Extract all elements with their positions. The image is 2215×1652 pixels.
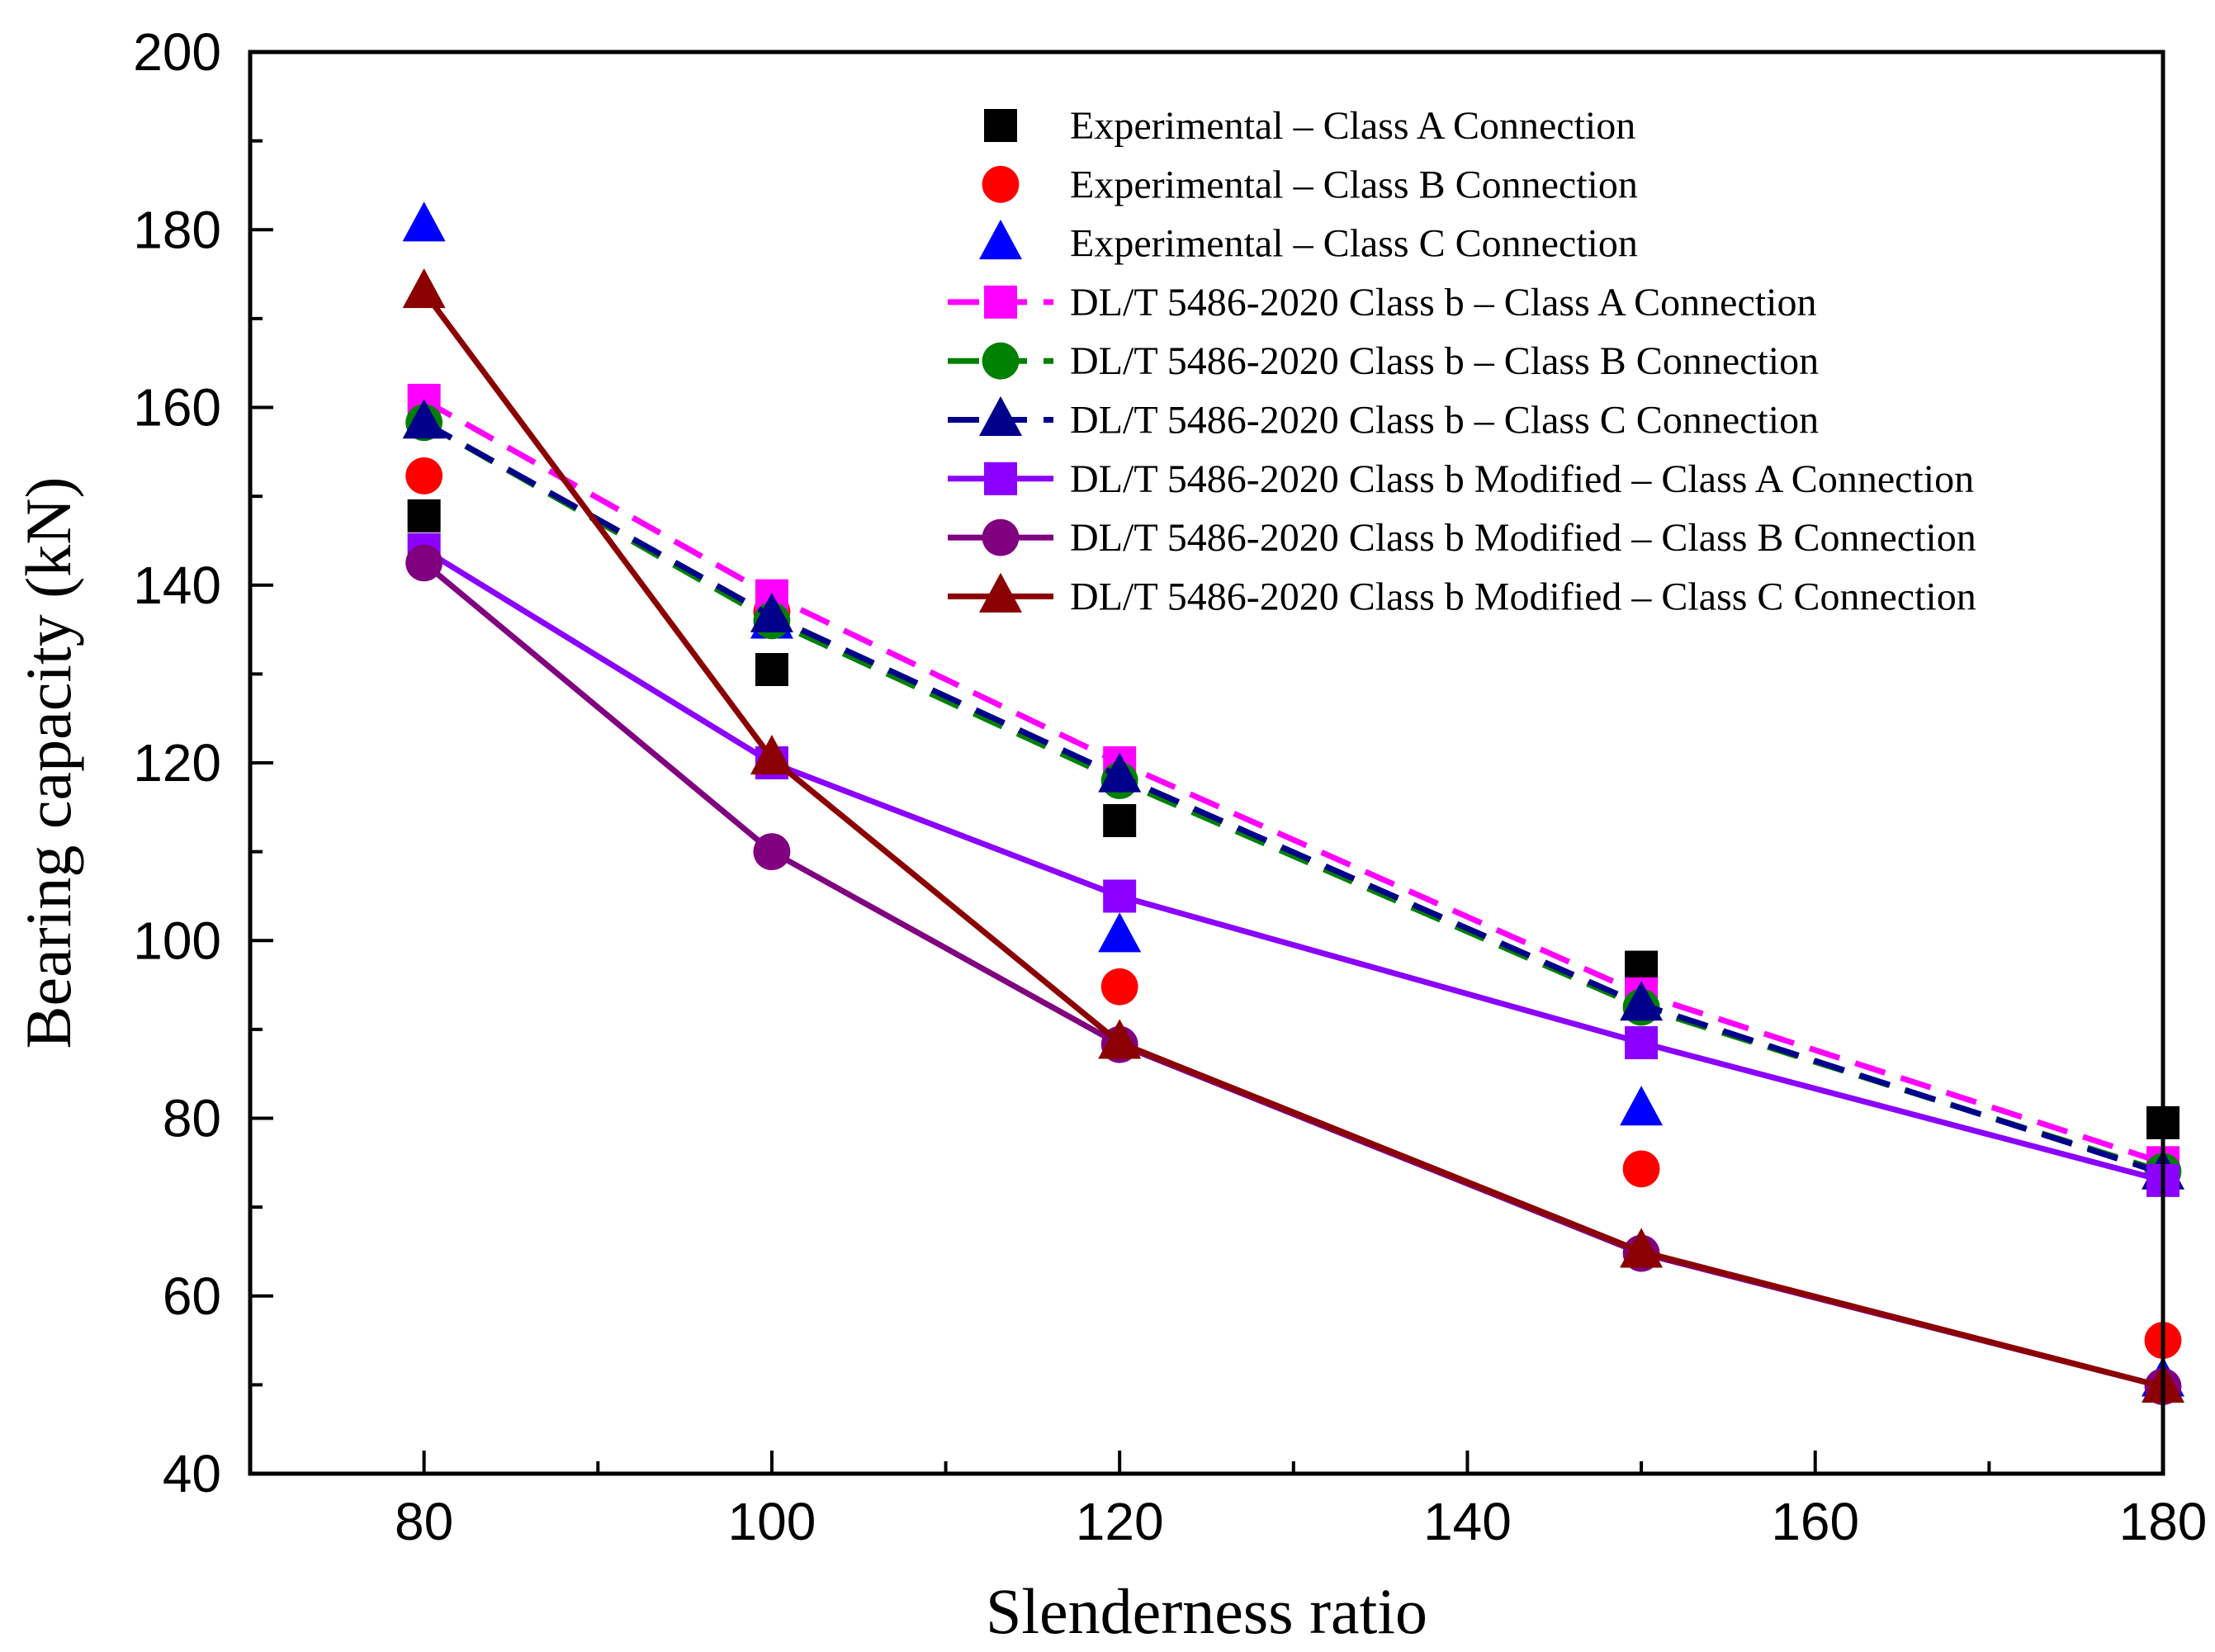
data-point [1625, 1026, 1659, 1060]
legend-label: Experimental – Class B Connection [1070, 163, 1638, 206]
data-point [755, 652, 788, 686]
legend-label: DL/T 5486-2020 Class b – Class B Connect… [1070, 339, 1819, 383]
y-tick-label: 100 [133, 911, 221, 970]
data-point [402, 399, 446, 439]
legend-marker [982, 518, 1020, 556]
data-point [1620, 1086, 1664, 1126]
legend-item: DL/T 5486-2020 Class b Modified – Class … [948, 457, 1974, 501]
legend-label: DL/T 5486-2020 Class b – Class C Connect… [1070, 399, 1819, 443]
legend-marker [979, 220, 1022, 260]
data-point [1098, 1019, 1142, 1059]
data-point [407, 499, 441, 533]
legend-item: DL/T 5486-2020 Class b – Class B Connect… [948, 339, 1819, 383]
legend-item: DL/T 5486-2020 Class b Modified – Class … [948, 572, 1976, 618]
data-point [750, 592, 793, 632]
x-tick-label: 160 [1771, 1492, 1859, 1551]
legend-label: DL/T 5486-2020 Class b Modified – Class … [1070, 575, 1976, 618]
data-point [405, 544, 443, 582]
y-tick-label: 40 [163, 1444, 221, 1503]
x-tick-label: 140 [1423, 1492, 1512, 1551]
y-tick-label: 160 [133, 378, 221, 438]
legend-marker [979, 395, 1022, 436]
legend-label: Experimental – Class C Connection [1070, 222, 1638, 266]
data-point [1103, 803, 1137, 837]
y-tick-label: 60 [163, 1266, 221, 1326]
legend-item: Experimental – Class A Connection [984, 104, 1635, 148]
data-point [1103, 879, 1137, 913]
series-experimental-class-a-connection [407, 499, 2180, 1139]
legend-label: DL/T 5486-2020 Class b – Class A Connect… [1070, 281, 1816, 324]
data-point [1098, 912, 1142, 953]
x-tick-label: 80 [395, 1492, 453, 1551]
legend-label: DL/T 5486-2020 Class b Modified – Class … [1070, 457, 1974, 501]
legend-marker [979, 572, 1022, 613]
legend-marker [984, 462, 1017, 495]
y-tick-label: 80 [163, 1089, 221, 1148]
legend-label: Experimental – Class A Connection [1070, 104, 1635, 148]
legend-marker [984, 285, 1017, 319]
legend: Experimental – Class A Connection Experim… [948, 104, 1976, 618]
plot-frame [248, 50, 2165, 1476]
data-point [1100, 968, 1138, 1006]
x-tick-label: 120 [1076, 1492, 1164, 1551]
y-tick-label: 200 [133, 22, 221, 82]
series-dl-t-5486-2020-class-b-modified-class-c-connection [402, 267, 2184, 1403]
x-axis-title: Slenderness ratio [986, 1575, 1427, 1647]
x-tick-label: 180 [2119, 1492, 2208, 1551]
legend-item: Experimental – Class B Connection [982, 163, 1638, 206]
y-axis-title: Bearing capacity (kN) [12, 476, 84, 1048]
data-point [402, 267, 446, 309]
data-point [402, 201, 446, 242]
legend-marker [982, 165, 1020, 203]
data-point [1098, 752, 1142, 793]
legend-item: DL/T 5486-2020 Class b – Class A Connect… [948, 281, 1816, 324]
legend-marker [982, 342, 1020, 380]
x-tick-label: 100 [728, 1492, 816, 1551]
legend-item: DL/T 5486-2020 Class b – Class C Connect… [948, 395, 1819, 443]
legend-marker [984, 109, 1017, 142]
data-point [405, 457, 443, 495]
axis-ticks: 80 100 120 140 160 180 40 60 80 100 120 140 160 180 20… [133, 22, 2207, 1551]
data-point [1620, 1228, 1664, 1268]
y-tick-label: 120 [133, 733, 221, 793]
legend-item: DL/T 5486-2020 Class b Modified – Class … [948, 516, 1976, 560]
y-tick-label: 140 [133, 556, 221, 615]
data-point [753, 833, 791, 871]
data-point [1622, 1150, 1660, 1188]
data-point [1620, 981, 1664, 1021]
data-point [750, 735, 793, 775]
y-tick-label: 180 [133, 200, 221, 259]
legend-label: DL/T 5486-2020 Class b Modified – Class … [1070, 516, 1976, 560]
legend-item: Experimental – Class C Connection [979, 220, 1638, 266]
